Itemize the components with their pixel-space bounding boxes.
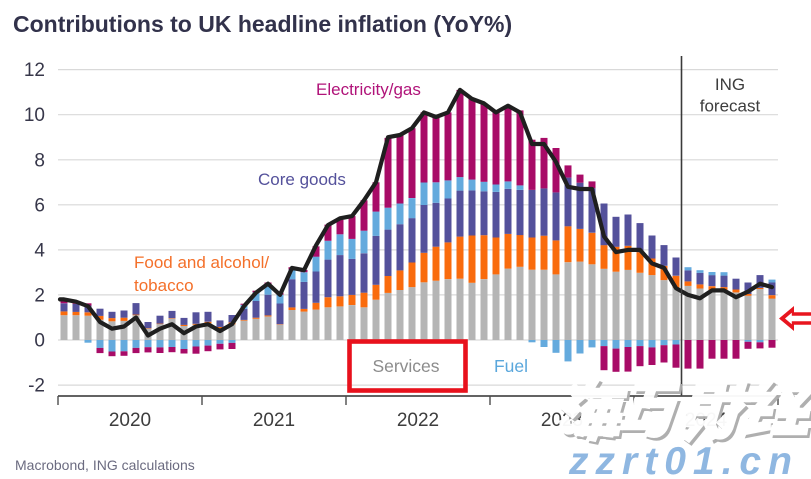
svg-text:2: 2 <box>34 285 45 306</box>
svg-text:10: 10 <box>24 105 45 126</box>
svg-text:Fuel: Fuel <box>494 356 528 376</box>
svg-text:Electricity/gas: Electricity/gas <box>316 80 421 99</box>
svg-text:8: 8 <box>34 150 45 171</box>
svg-text:2021: 2021 <box>253 410 295 431</box>
svg-text:forecast: forecast <box>700 97 761 116</box>
svg-text:Services: Services <box>372 356 439 376</box>
svg-text:Contributions to UK headline i: Contributions to UK headline inflation (… <box>13 11 512 37</box>
svg-text:tobacco: tobacco <box>134 276 194 295</box>
svg-text:2022: 2022 <box>397 410 439 431</box>
svg-text:2020: 2020 <box>109 410 151 431</box>
svg-text:6: 6 <box>34 195 45 216</box>
svg-text:0: 0 <box>34 331 45 352</box>
svg-text:-2: -2 <box>28 376 45 397</box>
svg-text:Core goods: Core goods <box>258 170 346 189</box>
svg-text:12: 12 <box>24 60 45 81</box>
svg-text:ING: ING <box>715 75 745 94</box>
svg-text:4: 4 <box>34 240 45 261</box>
svg-text:Macrobond, ING calculations: Macrobond, ING calculations <box>15 457 195 473</box>
svg-text:Food and alcohol/: Food and alcohol/ <box>134 253 269 272</box>
svg-text:zzrt01.cn: zzrt01.cn <box>568 440 799 479</box>
